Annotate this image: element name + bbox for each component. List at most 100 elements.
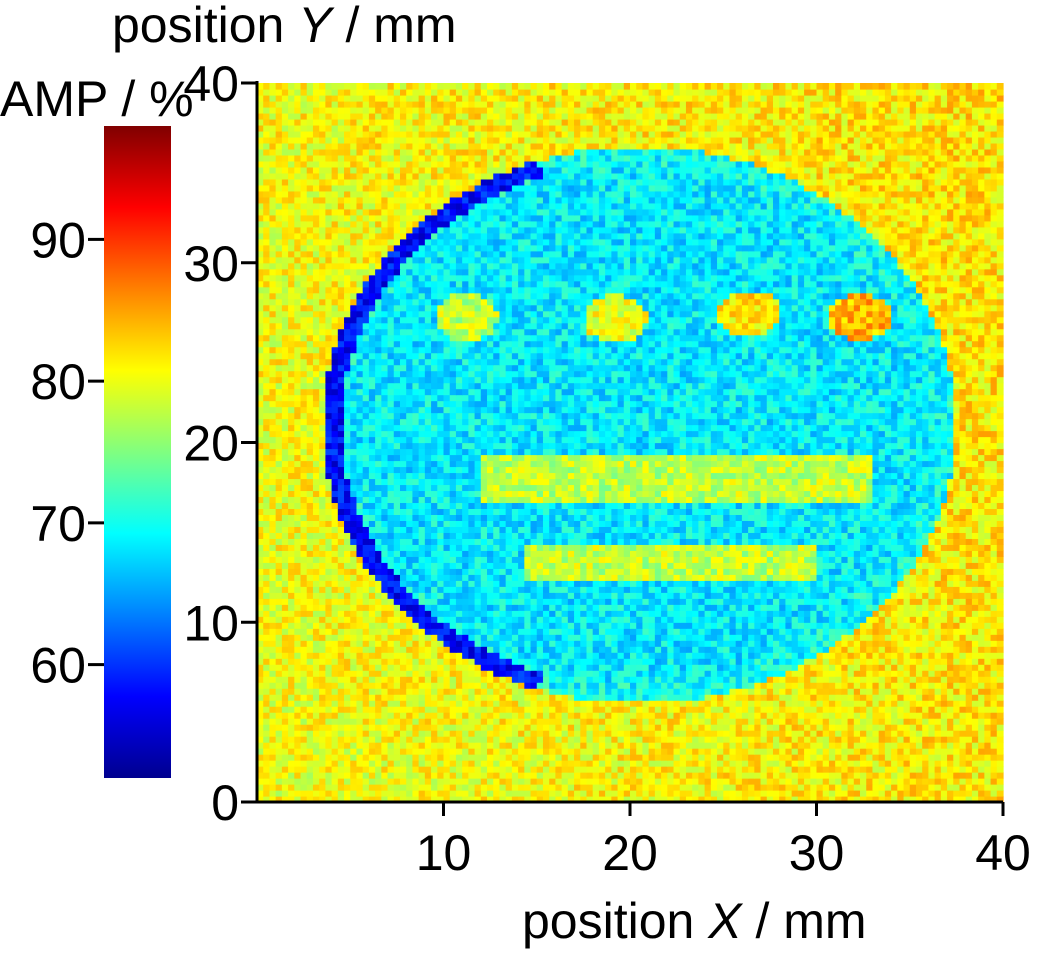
heatmap-cell: [275, 730, 283, 737]
heatmap-cell: [555, 778, 563, 785]
heatmap-cell: [350, 754, 358, 761]
heatmap-cell: [574, 640, 581, 647]
heatmap-cell: [922, 610, 929, 617]
heatmap-cell: [474, 712, 482, 719]
heatmap-cell: [375, 616, 382, 623]
heatmap-cell: [866, 712, 874, 719]
heatmap-cell: [362, 550, 370, 557]
heatmap-cell: [580, 742, 588, 749]
heatmap-cell: [947, 730, 954, 737]
heatmap-cell: [368, 742, 376, 749]
heatmap-cell: [723, 676, 731, 683]
heatmap-cell: [269, 622, 277, 629]
heatmap-cell: [356, 550, 364, 557]
heatmap-cell: [567, 712, 575, 719]
heatmap-cell: [797, 574, 805, 581]
heatmap-cell: [561, 736, 569, 743]
heatmap-cell: [530, 574, 538, 581]
heatmap-cell: [922, 712, 929, 719]
heatmap-cell: [418, 766, 426, 773]
heatmap-cell: [462, 760, 469, 767]
heatmap-cell: [673, 712, 681, 719]
heatmap-cell: [542, 628, 550, 635]
heatmap-cell: [934, 688, 942, 695]
heatmap-cell: [673, 706, 681, 713]
heatmap-cell: [915, 604, 923, 611]
heatmap-cell: [511, 652, 519, 659]
heatmap-cell: [661, 772, 668, 779]
heatmap-cell: [381, 736, 389, 743]
heatmap-cell: [623, 562, 631, 569]
heatmap-cell: [878, 682, 886, 689]
heatmap-cell: [990, 790, 998, 797]
heatmap-cell: [679, 688, 687, 695]
heatmap-cell: [567, 742, 575, 749]
heatmap-cell: [418, 772, 426, 779]
heatmap-cell: [611, 598, 619, 605]
heatmap-cell: [368, 718, 376, 725]
heatmap-cell: [542, 574, 550, 581]
heatmap-cell: [368, 688, 376, 695]
heatmap-cell: [474, 658, 482, 665]
heatmap-cell: [791, 574, 799, 581]
heatmap-cell: [431, 640, 438, 647]
heatmap-cell: [605, 610, 612, 617]
heatmap-cell: [586, 754, 594, 761]
heatmap-cell: [959, 622, 967, 629]
heatmap-cell: [493, 742, 501, 749]
heatmap-cell: [561, 610, 569, 617]
heatmap-cell: [692, 700, 699, 707]
heatmap-cell: [990, 766, 998, 773]
heatmap-cell: [412, 724, 420, 731]
heatmap-cell: [928, 562, 936, 569]
heatmap-cell: [723, 700, 731, 707]
heatmap-cell: [953, 796, 961, 803]
heatmap-cell: [368, 598, 376, 605]
heatmap-cell: [636, 598, 644, 605]
heatmap-cell: [493, 604, 501, 611]
heatmap-cell: [312, 628, 320, 635]
heatmap-cell: [574, 730, 581, 737]
heatmap-cell: [872, 706, 880, 713]
heatmap-cell: [754, 796, 762, 803]
heatmap-cell: [878, 760, 886, 767]
heatmap-cell: [766, 610, 774, 617]
heatmap-cell: [325, 682, 333, 689]
heatmap-cell: [605, 748, 612, 755]
heatmap-cell: [387, 568, 395, 575]
heatmap-cell: [263, 610, 271, 617]
heatmap-cell: [685, 670, 693, 677]
heatmap-cell: [549, 676, 556, 683]
heatmap-cell: [698, 658, 706, 665]
heatmap-cell: [797, 592, 805, 599]
heatmap-cell: [412, 658, 420, 665]
heatmap-cell: [990, 784, 998, 791]
heatmap-cell: [692, 640, 699, 647]
heatmap-cell: [872, 610, 880, 617]
heatmap-cell: [493, 772, 501, 779]
heatmap-cell: [953, 736, 961, 743]
heatmap-cell: [772, 556, 780, 563]
heatmap-cell: [860, 712, 867, 719]
heatmap-cell: [860, 694, 867, 701]
heatmap-cell: [710, 796, 718, 803]
heatmap-cell: [741, 652, 749, 659]
heatmap-cell: [468, 604, 476, 611]
heatmap-cell: [878, 790, 886, 797]
heatmap-cell: [679, 664, 687, 671]
heatmap-cell: [828, 778, 836, 785]
heatmap-cell: [586, 610, 594, 617]
heatmap-cell: [897, 712, 905, 719]
heatmap-cell: [928, 556, 936, 563]
heatmap-cell: [822, 676, 830, 683]
heatmap-cell: [518, 580, 525, 587]
heatmap-cell: [480, 724, 488, 731]
heatmap-cell: [648, 634, 656, 641]
heatmap-cell: [723, 796, 731, 803]
heatmap-cell: [325, 610, 333, 617]
heatmap-cell: [630, 712, 637, 719]
heatmap-cell: [375, 592, 382, 599]
heatmap-cell: [387, 550, 395, 557]
heatmap-cell: [555, 688, 563, 695]
heatmap-cell: [275, 718, 283, 725]
